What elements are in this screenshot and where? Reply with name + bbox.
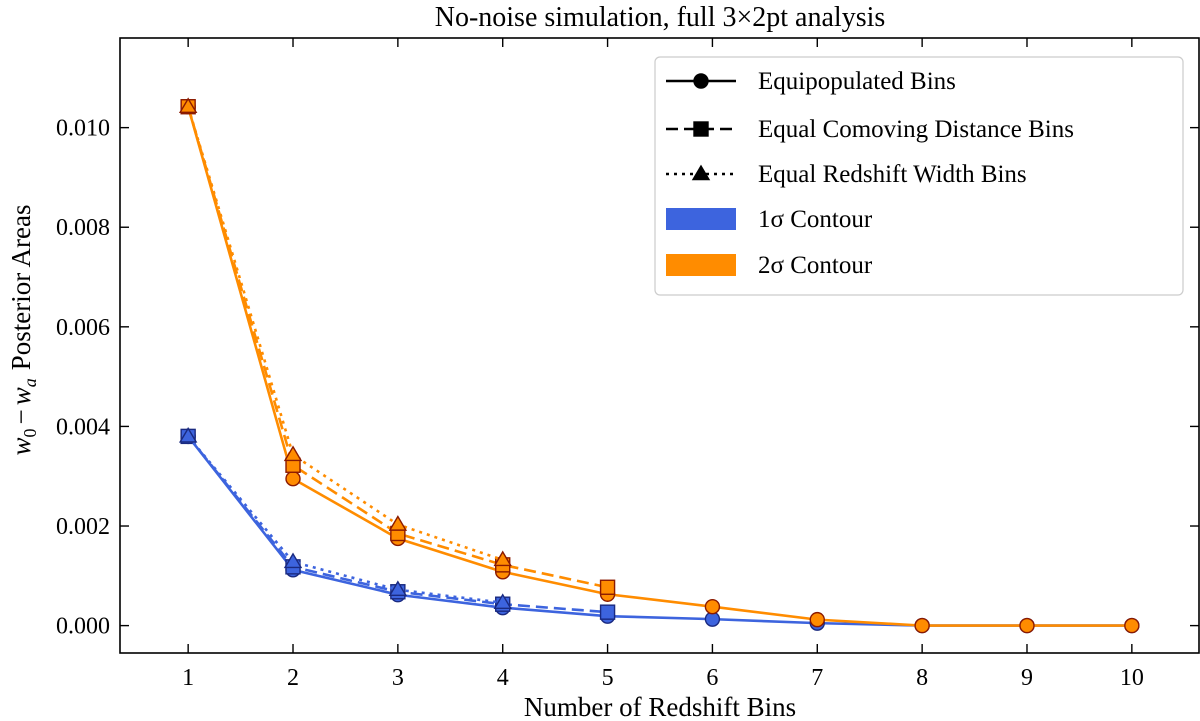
y-axis-ticks: 0.000 0.002 0.004 0.006 0.008 0.010: [56, 116, 1199, 640]
legend-patch: [666, 254, 736, 276]
x-tick-label: 1: [182, 665, 194, 691]
point-triangle: [388, 580, 408, 597]
y-label-wa: w: [6, 387, 36, 405]
y-label-wa-sub: a: [20, 378, 40, 387]
legend-item: Equal Comoving Distance Bins: [666, 116, 1074, 143]
point-triangle: [283, 552, 303, 569]
legend-label: Equal Redshift Width Bins: [758, 161, 1027, 188]
point-triangle: [493, 593, 512, 610]
legend-label: Equal Comoving Distance Bins: [758, 116, 1074, 143]
legend-box: [654, 56, 1184, 296]
axes-border: [119, 37, 1200, 654]
legend: Equipopulated Bins Equal Comoving Distanc…: [654, 56, 1184, 296]
y-tick-label: 0.002: [56, 514, 110, 540]
series-1sigma-solid: [180, 428, 1140, 634]
x-tick-label: 3: [392, 665, 404, 691]
series-line: [187, 435, 1132, 627]
series-2sigma-solid: [180, 99, 1140, 634]
legend-item: 2σ Contour: [666, 252, 873, 279]
legend-item: 1σ Contour: [666, 206, 873, 233]
legend-item: Equipopulated Bins: [666, 68, 956, 95]
y-tick-label: 0.010: [56, 116, 110, 142]
point-triangle: [493, 550, 512, 567]
point-triangle: [691, 164, 711, 181]
axes-frame: [119, 37, 1200, 654]
x-tick-label: 4: [497, 665, 509, 691]
x-tick-label: 9: [1021, 665, 1033, 691]
y-axis-label: w0−waPosterior Areas: [6, 205, 40, 456]
y-tick-label: 0.008: [56, 215, 110, 241]
x-tick-label: 7: [811, 665, 823, 691]
x-tick-label: 6: [706, 665, 718, 691]
legend-item: Equal Redshift Width Bins: [666, 161, 1027, 188]
y-label-minus: −: [6, 409, 36, 424]
x-axis-label: Number of Redshift Bins: [524, 692, 796, 721]
point-square: [599, 579, 616, 595]
y-tick-label: 0.006: [56, 315, 110, 341]
point-triangle: [178, 97, 198, 114]
series-line: [186, 106, 504, 562]
legend-patch: [666, 208, 736, 230]
y-label-w0-sub: 0: [20, 428, 40, 437]
legend-label: 2σ Contour: [758, 252, 873, 279]
x-tick-label: 5: [602, 665, 614, 691]
y-label-w0: w: [6, 437, 36, 455]
y-tick-label: 0.000: [56, 614, 110, 640]
y-tick-label: 0.004: [56, 414, 110, 440]
x-tick-label: 8: [916, 665, 928, 691]
point-square: [693, 121, 709, 137]
x-tick-label: 2: [287, 665, 299, 691]
point-circle: [693, 73, 709, 89]
series-layer: [178, 97, 1140, 634]
point-triangle: [388, 515, 408, 531]
series-1sigma-dotted: [178, 426, 512, 610]
chart-title: No-noise simulation, full 3×2pt analysis: [435, 2, 886, 33]
series-line: [187, 435, 503, 604]
point-triangle: [283, 445, 303, 462]
point-triangle: [178, 426, 198, 443]
point-circle: [1019, 617, 1035, 634]
point-circle: [1124, 617, 1140, 634]
point-circle: [285, 471, 301, 487]
series-2sigma-dotted: [178, 97, 512, 567]
point-circle: [914, 617, 930, 634]
series-line: [186, 106, 1132, 627]
point-circle: [809, 611, 825, 628]
legend-label: Equipopulated Bins: [758, 68, 956, 95]
legend-label: 1σ Contour: [758, 206, 873, 233]
point-square: [599, 604, 616, 620]
y-axis-label-group: w0−waPosterior Areas: [6, 205, 40, 456]
point-circle: [704, 598, 721, 615]
y-label-text: Posterior Areas: [6, 205, 36, 371]
x-axis-ticks: 1 2 3 4 5 6 7 8 9 10: [182, 38, 1144, 691]
x-tick-label: 10: [1120, 665, 1144, 691]
